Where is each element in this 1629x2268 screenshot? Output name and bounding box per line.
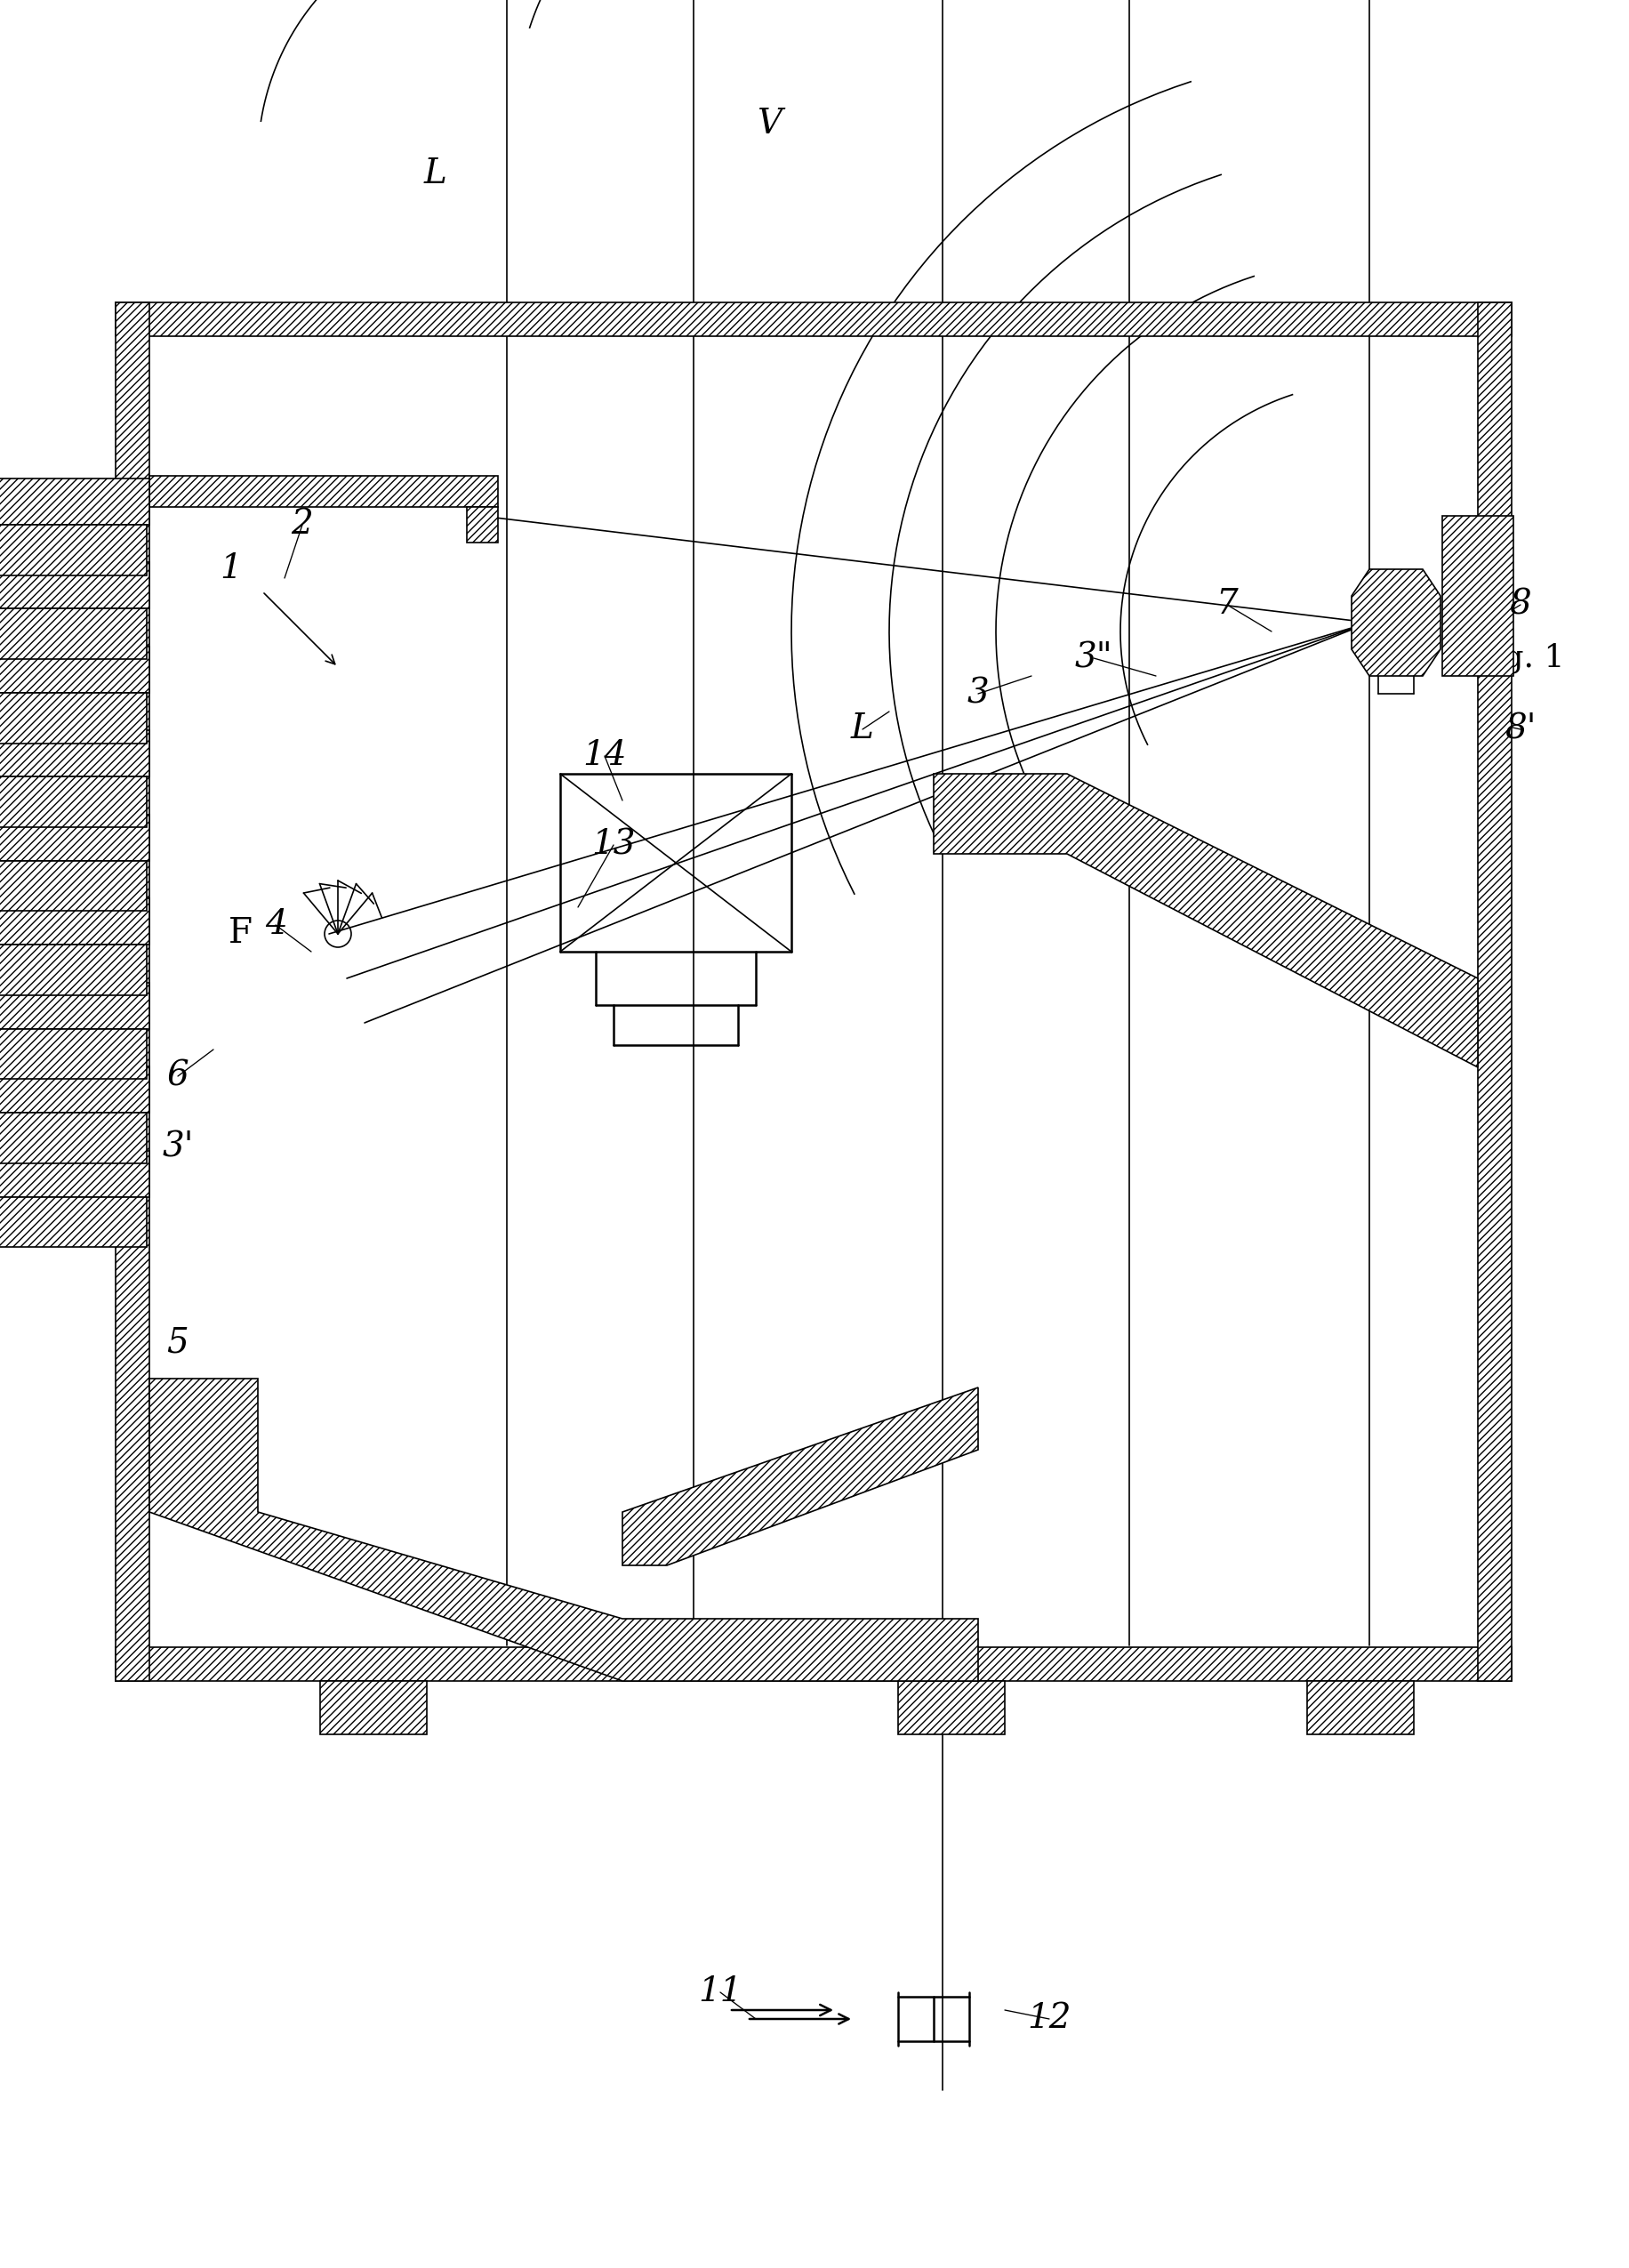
Polygon shape xyxy=(0,982,150,1030)
Text: V: V xyxy=(756,109,782,141)
Polygon shape xyxy=(0,946,147,996)
Text: 3": 3" xyxy=(1074,642,1113,674)
Polygon shape xyxy=(0,898,150,946)
Polygon shape xyxy=(0,776,147,828)
Polygon shape xyxy=(319,1681,427,1735)
Polygon shape xyxy=(466,508,498,542)
Polygon shape xyxy=(0,524,147,576)
Polygon shape xyxy=(0,1030,147,1080)
Polygon shape xyxy=(0,730,150,776)
Polygon shape xyxy=(622,1388,977,1565)
Text: 7: 7 xyxy=(1215,587,1238,621)
Polygon shape xyxy=(0,1114,147,1163)
Polygon shape xyxy=(0,608,147,660)
Polygon shape xyxy=(1350,569,1440,676)
Polygon shape xyxy=(116,1647,1510,1681)
Text: 3': 3' xyxy=(161,1132,194,1163)
Text: 13: 13 xyxy=(591,828,635,862)
Text: 8: 8 xyxy=(1508,587,1531,621)
Polygon shape xyxy=(0,646,150,692)
Polygon shape xyxy=(0,479,150,524)
Text: 14: 14 xyxy=(582,739,626,773)
Polygon shape xyxy=(898,1681,1003,1735)
Polygon shape xyxy=(0,814,150,862)
Polygon shape xyxy=(1306,1681,1412,1735)
Polygon shape xyxy=(150,1379,977,1681)
Polygon shape xyxy=(0,862,147,912)
Text: L: L xyxy=(424,156,446,191)
Text: 6: 6 xyxy=(166,1059,189,1093)
Text: L: L xyxy=(850,712,873,746)
Text: 11: 11 xyxy=(697,1975,741,2009)
Polygon shape xyxy=(0,692,147,744)
Polygon shape xyxy=(0,1198,147,1247)
Text: 12: 12 xyxy=(1026,2003,1070,2034)
Text: 5: 5 xyxy=(166,1327,189,1359)
Polygon shape xyxy=(0,1066,150,1114)
Text: 4: 4 xyxy=(264,909,287,941)
Polygon shape xyxy=(150,476,498,508)
Text: F: F xyxy=(228,919,252,950)
Polygon shape xyxy=(933,773,1478,1068)
Text: 3: 3 xyxy=(966,678,989,710)
Text: Fig. 1: Fig. 1 xyxy=(1471,642,1564,674)
Polygon shape xyxy=(0,1150,150,1198)
Polygon shape xyxy=(0,562,150,608)
Polygon shape xyxy=(1442,515,1513,676)
Polygon shape xyxy=(1478,302,1510,1681)
Polygon shape xyxy=(116,302,1510,336)
Text: 2: 2 xyxy=(292,508,313,542)
Text: 8': 8' xyxy=(1504,712,1536,746)
Polygon shape xyxy=(116,302,150,1681)
Text: 1: 1 xyxy=(220,553,243,585)
